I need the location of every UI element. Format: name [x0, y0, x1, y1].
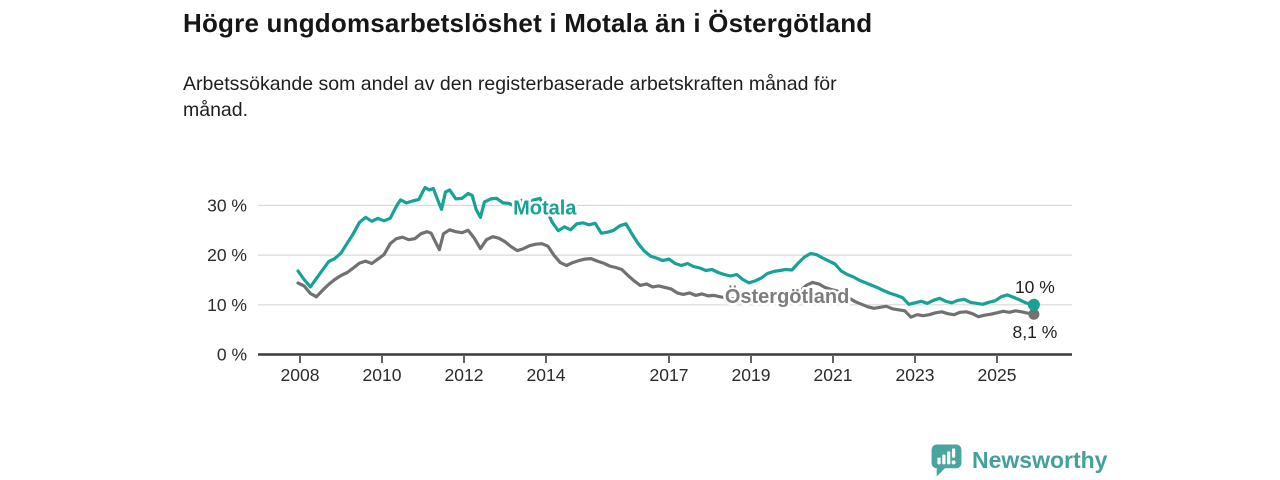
motala-end-dot — [1027, 298, 1040, 311]
x-axis-tick-label: 2019 — [732, 365, 771, 385]
ostergotland-series-label: Östergötland — [725, 285, 849, 308]
x-axis-tick-label: 2014 — [527, 365, 566, 385]
x-axis-tick-label: 2023 — [896, 365, 935, 385]
x-axis-tick-label: 2021 — [814, 365, 853, 385]
ostergotland-line — [296, 228, 1036, 319]
chart-subtitle: Arbetssökande som andel av den registerb… — [183, 73, 837, 121]
x-axis-tick-label: 2017 — [650, 365, 689, 385]
y-axis-tick-label: 30 % — [207, 195, 247, 215]
ostergotland-end-dot — [1028, 308, 1040, 320]
motala-series-label: Motala — [513, 197, 577, 219]
newsworthy-chart-bubble-icon — [931, 444, 962, 477]
y-axis-tick-label: 0 % — [217, 345, 247, 365]
page-title: Högre ungdomsarbetslöshet i Motala än i … — [183, 8, 873, 38]
motala-end-value-label: 10 % — [1015, 277, 1055, 297]
motala-line — [296, 185, 1036, 307]
ostergotland-end-value-label: 8,1 % — [1013, 322, 1058, 342]
y-axis-tick-label: 20 % — [207, 245, 247, 265]
x-axis-tick-label: 2008 — [281, 365, 320, 385]
brand-name: Newsworthy — [972, 447, 1108, 473]
newsworthy-brand: Newsworthy — [931, 444, 1107, 477]
x-axis-tick-label: 2025 — [978, 365, 1017, 385]
y-axis-tick-label: 10 % — [207, 295, 247, 315]
x-axis-tick-label: 2010 — [363, 365, 402, 385]
x-axis-tick-label: 2012 — [445, 365, 484, 385]
